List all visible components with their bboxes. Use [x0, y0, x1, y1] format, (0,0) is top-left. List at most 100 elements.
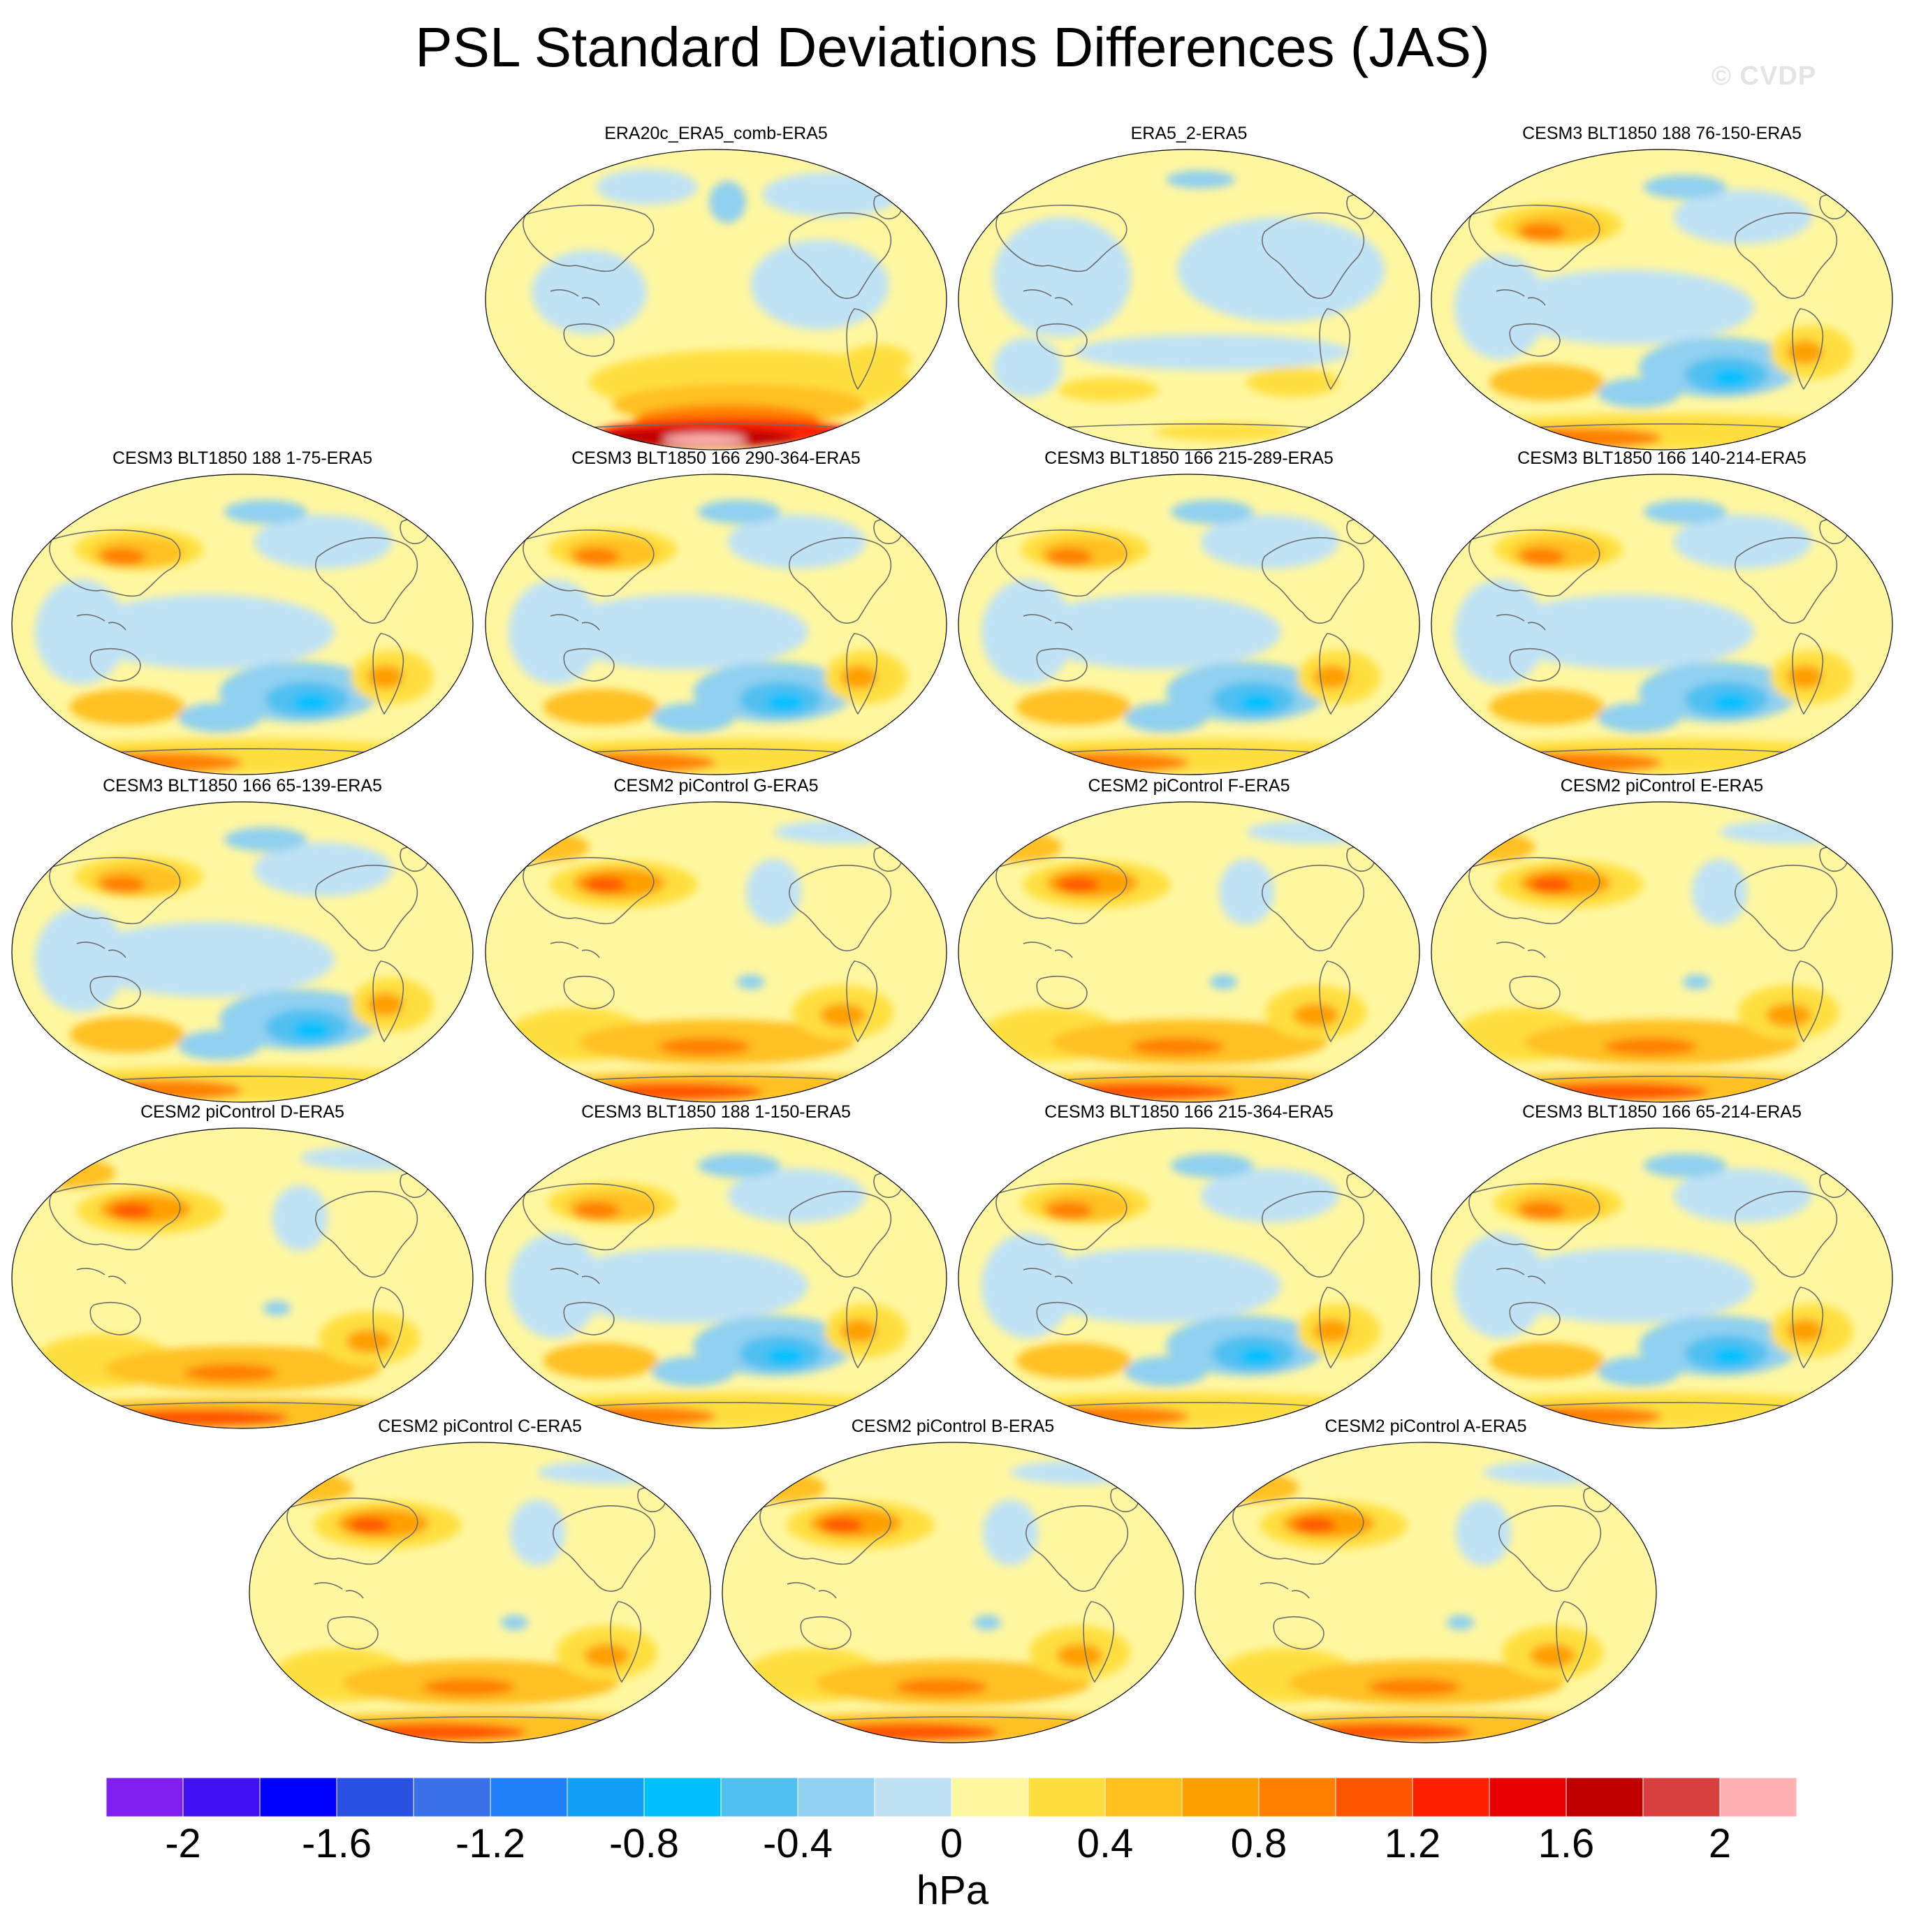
field-contour	[1443, 738, 1881, 775]
field-contour	[1271, 1729, 1327, 1741]
map-panel-title: CESM2 piControl D-ERA5	[140, 1102, 344, 1122]
field-contour	[1313, 1319, 1350, 1343]
coastline	[787, 1582, 837, 1599]
coastline	[1496, 942, 1546, 958]
colorbar-tick-label: 1.2	[1384, 1821, 1441, 1866]
field-contour	[87, 1414, 144, 1427]
coastline	[1273, 1616, 1324, 1650]
field-contour	[272, 1185, 328, 1252]
map-panel: CESM3 BLT1850 166 215-289-ERA5	[957, 448, 1421, 776]
globe-map	[958, 474, 1420, 775]
field-contour	[578, 1083, 762, 1101]
coastline	[315, 537, 418, 624]
colorbar-box	[490, 1777, 568, 1817]
field-contour	[1489, 689, 1605, 726]
map-panel: CESM3 BLT1850 188 1-150-ERA5	[484, 1102, 948, 1430]
field-contour	[1074, 334, 1350, 371]
coastline	[1262, 212, 1365, 299]
field-contour	[1682, 974, 1711, 990]
field-contour	[993, 337, 1063, 397]
coastline	[563, 975, 615, 1009]
field-contour	[1443, 414, 1881, 450]
colorbar-box	[1028, 1777, 1106, 1817]
map-panel: CESM3 BLT1850 188 76-150-ERA5	[1430, 123, 1894, 451]
coastline	[550, 1268, 600, 1285]
field-contour	[1501, 270, 1754, 345]
coastline	[1792, 633, 1824, 715]
coastline	[1792, 1287, 1824, 1369]
coastline	[789, 1191, 892, 1278]
map-panel: ERA5_2-ERA5	[957, 123, 1421, 451]
colorbar-box	[797, 1777, 875, 1817]
coastline	[76, 614, 126, 631]
field-contour	[1501, 427, 1662, 448]
coastline	[1319, 633, 1351, 715]
field-contour	[1057, 877, 1100, 892]
map-panel-title: CESM3 BLT1850 188 76-150-ERA5	[1522, 124, 1802, 143]
map-panel: CESM2 piControl C-ERA5	[248, 1416, 712, 1744]
coastline	[610, 1601, 642, 1683]
coastline	[1468, 857, 1600, 925]
field-contour	[773, 819, 912, 844]
globe-outline	[1431, 149, 1893, 451]
colorbar-box	[720, 1777, 798, 1817]
coastline	[523, 205, 655, 272]
colorbar-box	[259, 1777, 337, 1817]
coastline	[1735, 537, 1838, 624]
field-contour	[842, 344, 912, 375]
field-contour	[81, 752, 242, 773]
field-contour	[1597, 377, 1681, 408]
field-contour	[99, 875, 146, 894]
map-panel: CESM3 BLT1850 166 290-364-ERA5	[484, 448, 948, 776]
field-contour	[1028, 594, 1281, 670]
colorbar-tick-label: -2	[165, 1821, 201, 1866]
field-contour	[727, 515, 866, 569]
field-contour	[1028, 758, 1097, 773]
field-contour	[293, 693, 330, 712]
map-panel-title: CESM3 BLT1850 166 65-214-ERA5	[1522, 1102, 1802, 1122]
field-contour	[1292, 1003, 1339, 1027]
field-contour	[1028, 752, 1189, 773]
coastline	[1319, 1287, 1351, 1369]
field-contour	[697, 499, 781, 524]
globe-outline	[11, 801, 474, 1103]
colorbar-tick-label: -1.2	[455, 1821, 525, 1866]
field-contour	[709, 181, 746, 224]
field-contour	[1016, 1342, 1132, 1380]
colorbar-tick-label: 1.6	[1538, 1821, 1595, 1866]
field-contour	[367, 665, 404, 689]
coastline	[1262, 537, 1365, 624]
field-contour	[1501, 758, 1570, 773]
colorbar-tick-label: -0.4	[763, 1821, 833, 1866]
map-panel: CESM3 BLT1850 188 1-75-ERA5	[10, 448, 474, 776]
colorbar-box	[1489, 1777, 1567, 1817]
field-contour	[1443, 832, 1535, 862]
colorbar-box	[182, 1777, 261, 1817]
field-contour	[1218, 858, 1275, 925]
coastline	[89, 1301, 141, 1335]
globe-outline	[958, 801, 1420, 1103]
field-contour	[177, 702, 261, 733]
globe-outline	[485, 801, 947, 1103]
field-contour	[1597, 1356, 1681, 1386]
coastline	[1026, 1505, 1129, 1592]
field-contour	[543, 1342, 659, 1380]
map-panel-title: CESM2 piControl E-ERA5	[1560, 776, 1764, 796]
coastline	[49, 1183, 181, 1251]
field-contour	[69, 1016, 185, 1053]
map-panel: CESM2 piControl E-ERA5	[1430, 775, 1894, 1104]
colorbar-box	[413, 1777, 491, 1817]
coastline	[523, 857, 655, 925]
coastline	[523, 1183, 655, 1251]
field-contour	[573, 548, 620, 566]
map-panel-title: CESM2 piControl A-ERA5	[1324, 1417, 1527, 1436]
field-contour	[509, 1233, 601, 1338]
colorbar-units-label: hPa	[916, 1868, 989, 1913]
coastline	[1509, 323, 1561, 357]
colorbar-box	[105, 1777, 184, 1817]
map-panel: CESM2 piControl B-ERA5	[721, 1416, 1185, 1744]
coastline	[372, 633, 404, 715]
coastline	[1792, 308, 1824, 390]
coastline	[789, 865, 892, 951]
field-contour	[658, 1037, 751, 1056]
